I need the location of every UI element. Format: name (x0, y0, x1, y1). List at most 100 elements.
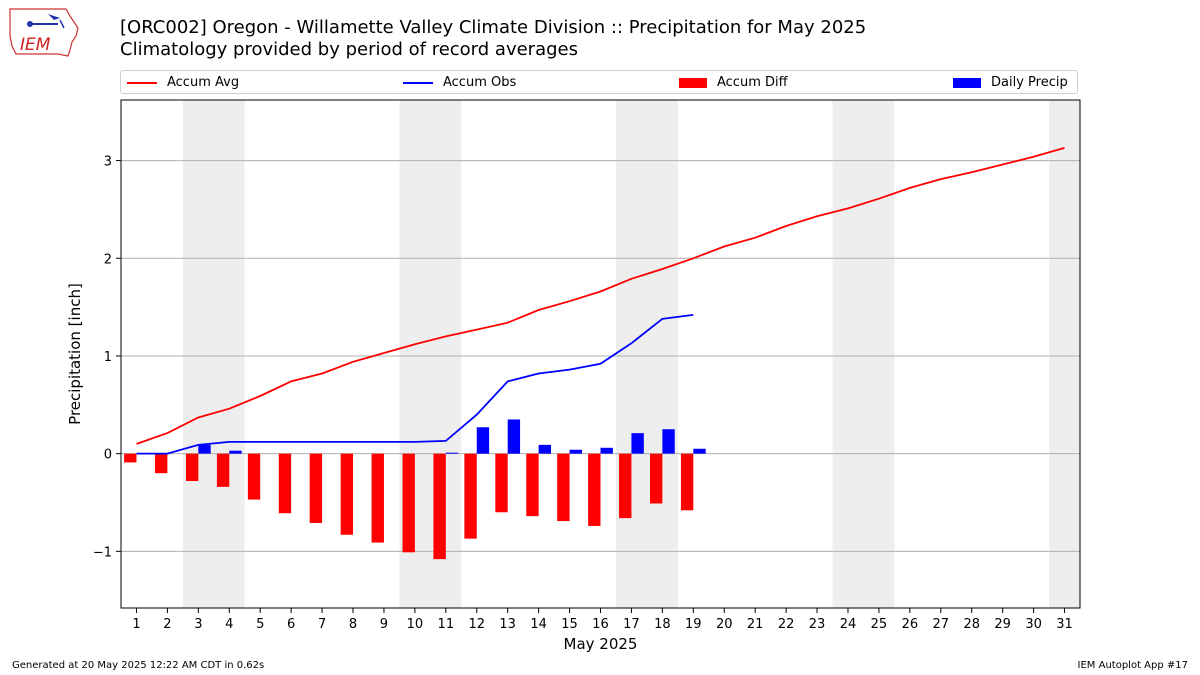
x-tick-label: 12 (468, 617, 485, 632)
accum-diff-bar (588, 453, 601, 526)
weekend-band (182, 100, 245, 608)
accum-diff-bar (124, 453, 137, 463)
generated-timestamp: Generated at 20 May 2025 12:22 AM CDT in… (12, 660, 265, 671)
daily-precip-bar (631, 433, 644, 454)
accum-diff-bar (464, 453, 477, 539)
x-tick-label: 16 (592, 617, 609, 632)
iem-logo: IEM (8, 6, 84, 64)
x-tick-label: 20 (716, 617, 733, 632)
y-tick-label: 0 (104, 448, 112, 463)
weekend-band (832, 100, 895, 608)
x-tick-label: 8 (349, 617, 357, 632)
x-tick-label: 27 (933, 617, 950, 632)
accum-avg-line (136, 147, 1065, 445)
x-tick-label: 1 (132, 617, 140, 632)
x-tick-label: 11 (438, 617, 455, 632)
x-tick-label: 30 (1025, 617, 1042, 632)
daily-precip-bar (693, 448, 706, 454)
x-tick-label: 19 (685, 617, 702, 632)
title-line-2: Climatology provided by period of record… (120, 39, 578, 60)
x-tick-label: 31 (1056, 617, 1073, 632)
accum-diff-bar (216, 453, 230, 487)
x-tick-label: 6 (287, 617, 295, 632)
accum-diff-bar (495, 453, 508, 513)
daily-precip-bar (569, 449, 582, 454)
daily-precip-bar (662, 429, 675, 454)
x-tick-label: 10 (407, 617, 424, 632)
legend-label: Accum Avg (167, 75, 240, 90)
y-axis-label: Precipitation [inch] (66, 283, 84, 425)
y-tick-label: 3 (104, 155, 112, 170)
y-tick-label: 1 (104, 350, 112, 365)
accum-diff-bar (649, 453, 663, 504)
daily-precip-bar (445, 452, 459, 454)
x-tick-label: 18 (654, 617, 671, 632)
x-tick-label: 2 (163, 617, 171, 632)
lines (136, 147, 1065, 455)
daily-precip-bar (198, 444, 211, 454)
accum-diff-bar (278, 453, 292, 514)
x-axis-label: May 2025 (564, 635, 638, 653)
legend-swatch-bar (953, 77, 981, 88)
weekend-shading (182, 100, 1080, 608)
y-tick-label: −1 (93, 545, 112, 560)
iowa-map-icon: IEM (9, 8, 79, 57)
logo-text: IEM (20, 35, 51, 55)
legend-item-accum-obs: Accum Obs (403, 74, 516, 92)
x-tick-label: 21 (747, 617, 764, 632)
legend-swatch-line (127, 81, 157, 84)
accum-diff-bar (340, 453, 354, 535)
y-tick-label: 2 (104, 252, 112, 267)
daily-precip-bar (476, 427, 490, 454)
x-tick-label: 29 (994, 617, 1011, 632)
x-tick-label: 15 (561, 617, 578, 632)
x-tick-label: 23 (809, 617, 826, 632)
bars (124, 419, 706, 560)
accum-diff-bar (155, 453, 168, 474)
x-tick-label: 24 (840, 617, 857, 632)
legend-item-accum-avg: Accum Avg (127, 74, 239, 92)
accum-obs-line (136, 314, 694, 455)
daily-precip-bar (600, 447, 613, 454)
x-tick-label: 5 (256, 617, 264, 632)
accum-diff-bar (619, 453, 632, 519)
x-tick-label: 17 (623, 617, 640, 632)
x-tick-label: 14 (530, 617, 547, 632)
x-tick-label: 26 (902, 617, 919, 632)
accum-diff-bar (247, 453, 261, 500)
x-tick-label: 28 (963, 617, 980, 632)
weekend-band (615, 100, 678, 608)
legend-label: Accum Obs (443, 75, 517, 90)
legend-swatch-bar (679, 77, 707, 88)
accum-diff-bar (402, 453, 415, 553)
accum-diff-bar (185, 453, 199, 481)
weekend-band (1049, 100, 1080, 608)
app-id-label: IEM Autoplot App #17 (1077, 660, 1188, 671)
title-line-1: [ORC002] Oregon - Willamette Valley Clim… (120, 17, 867, 38)
plot-frame (120, 99, 1081, 609)
accum-diff-bar (309, 453, 323, 524)
accum-diff-bar (557, 453, 570, 522)
x-tick-label: 25 (871, 617, 888, 632)
legend-item-daily-precip: Daily Precip (953, 74, 1068, 92)
x-tick-label: 7 (318, 617, 326, 632)
legend-item-accum-diff: Accum Diff (679, 74, 788, 92)
daily-precip-bar (229, 450, 242, 454)
x-tick-label: 22 (778, 617, 795, 632)
accum-diff-bar (526, 453, 539, 517)
x-tick-label: 9 (380, 617, 388, 632)
legend: Accum Avg Accum Obs Accum Diff Daily Pre… (120, 70, 1078, 94)
x-tick-label: 13 (499, 617, 516, 632)
accum-diff-bar (680, 453, 694, 511)
legend-label: Daily Precip (991, 75, 1068, 90)
legend-swatch-line (403, 81, 433, 84)
accum-diff-bar (371, 453, 384, 543)
x-tick-label: 4 (225, 617, 233, 632)
chart-title: [ORC002] Oregon - Willamette Valley Clim… (120, 17, 866, 61)
accum-diff-bar (433, 453, 446, 560)
legend-label: Accum Diff (717, 75, 788, 90)
daily-precip-bar (538, 444, 552, 454)
x-tick-label: 3 (194, 617, 202, 632)
